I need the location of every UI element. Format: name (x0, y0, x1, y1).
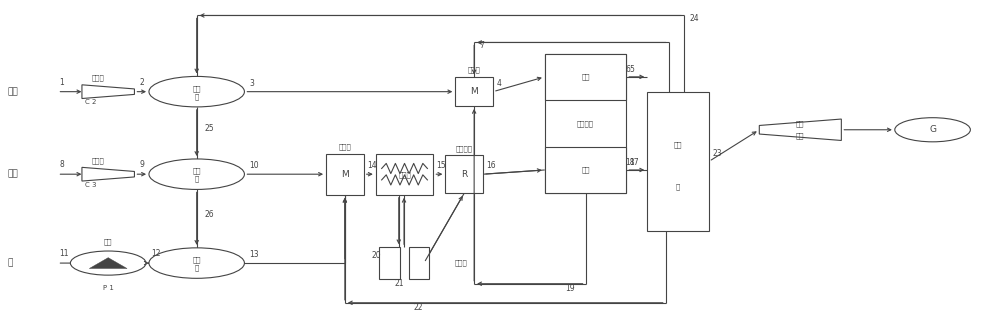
Text: P 1: P 1 (103, 285, 114, 291)
Circle shape (70, 251, 146, 275)
Text: 11: 11 (59, 249, 69, 258)
Text: 压气机: 压气机 (92, 157, 105, 164)
Text: 预热: 预热 (192, 85, 201, 92)
Text: C 2: C 2 (85, 99, 96, 105)
Text: 2: 2 (139, 78, 144, 87)
Text: 分流器: 分流器 (455, 260, 468, 266)
Text: 18: 18 (625, 158, 635, 167)
Text: 器: 器 (195, 175, 199, 182)
FancyBboxPatch shape (545, 147, 626, 193)
FancyBboxPatch shape (455, 78, 493, 106)
Text: 6: 6 (625, 65, 630, 74)
Text: 预重整器: 预重整器 (456, 145, 473, 152)
Text: 22: 22 (413, 303, 423, 312)
Text: 阳极: 阳极 (581, 167, 590, 173)
FancyBboxPatch shape (379, 247, 400, 279)
FancyBboxPatch shape (545, 54, 626, 100)
Text: 1: 1 (59, 78, 64, 87)
Text: 23: 23 (713, 149, 722, 158)
Text: R: R (461, 170, 467, 179)
Circle shape (149, 159, 244, 189)
Text: M: M (470, 87, 478, 96)
Text: 14: 14 (367, 162, 376, 171)
Text: 室: 室 (676, 183, 680, 190)
Text: 4: 4 (497, 79, 502, 89)
Text: 预热: 预热 (192, 168, 201, 174)
Text: 17: 17 (629, 158, 639, 167)
Text: 10: 10 (249, 162, 259, 171)
Text: 水: 水 (8, 259, 13, 267)
Text: 器: 器 (195, 264, 199, 271)
Text: 13: 13 (249, 250, 259, 259)
Circle shape (149, 77, 244, 107)
Text: 8: 8 (59, 161, 64, 170)
Polygon shape (759, 119, 841, 141)
FancyBboxPatch shape (445, 155, 483, 193)
Text: 19: 19 (566, 284, 575, 293)
FancyBboxPatch shape (647, 92, 709, 231)
Polygon shape (82, 167, 134, 181)
FancyBboxPatch shape (545, 54, 626, 193)
Text: 回热器: 回热器 (398, 171, 411, 178)
Text: 9: 9 (139, 161, 144, 170)
Text: 20: 20 (372, 251, 381, 260)
Text: 水泵: 水泵 (104, 238, 112, 245)
Polygon shape (82, 85, 134, 99)
Circle shape (149, 248, 244, 278)
Text: 压气机: 压气机 (92, 75, 105, 81)
Text: 混合器: 混合器 (468, 66, 481, 73)
FancyBboxPatch shape (376, 153, 433, 195)
Text: 预热: 预热 (192, 257, 201, 263)
Text: 燃料电池: 燃料电池 (577, 120, 594, 127)
Text: G: G (929, 125, 936, 134)
Text: 12: 12 (151, 249, 160, 258)
Text: 21: 21 (394, 279, 404, 288)
Text: 轮机: 轮机 (796, 133, 805, 140)
Text: 燃烧: 燃烧 (674, 141, 682, 148)
Text: 24: 24 (689, 15, 699, 23)
Text: C 3: C 3 (85, 182, 96, 188)
Text: 3: 3 (249, 79, 254, 88)
Text: 7: 7 (479, 41, 484, 50)
Circle shape (895, 118, 970, 142)
Text: 5: 5 (629, 65, 634, 74)
Text: 26: 26 (205, 210, 214, 219)
Text: 空气: 空气 (8, 87, 18, 96)
Text: 15: 15 (436, 162, 446, 171)
Text: 25: 25 (205, 124, 214, 133)
Text: 阴极: 阴极 (581, 74, 590, 80)
Polygon shape (89, 258, 127, 268)
Text: 混合器: 混合器 (338, 143, 351, 150)
Text: 燃气: 燃气 (796, 121, 805, 127)
Text: 甲烷: 甲烷 (8, 170, 18, 179)
Text: 16: 16 (486, 162, 496, 171)
Text: 器: 器 (195, 93, 199, 99)
FancyBboxPatch shape (409, 247, 429, 279)
FancyBboxPatch shape (326, 153, 364, 195)
Text: M: M (341, 170, 349, 179)
